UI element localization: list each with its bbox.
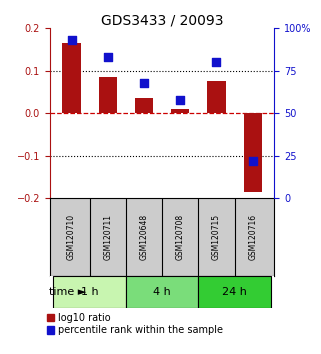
Text: GSM120715: GSM120715: [212, 214, 221, 260]
Legend: log10 ratio, percentile rank within the sample: log10 ratio, percentile rank within the …: [47, 313, 223, 335]
Bar: [126, 276, 198, 308]
Point: [214, 59, 219, 65]
Text: 1 h: 1 h: [81, 287, 99, 297]
Bar: [135, 98, 153, 113]
Point: [142, 80, 147, 86]
Text: GSM120648: GSM120648: [140, 214, 149, 260]
Bar: [63, 43, 81, 113]
Point: [69, 38, 74, 43]
Point: [105, 55, 110, 60]
Title: GDS3433 / 20093: GDS3433 / 20093: [101, 13, 223, 27]
Text: time ►: time ►: [49, 287, 86, 297]
Bar: [171, 109, 189, 113]
Bar: [207, 81, 226, 113]
Bar: [244, 113, 262, 192]
Bar: [198, 276, 271, 308]
Text: GSM120710: GSM120710: [67, 214, 76, 260]
Text: GSM120708: GSM120708: [176, 214, 185, 260]
Point: [250, 158, 255, 164]
Text: 4 h: 4 h: [153, 287, 171, 297]
Text: GSM120711: GSM120711: [103, 214, 112, 260]
Point: [178, 97, 183, 103]
Text: 24 h: 24 h: [222, 287, 247, 297]
Bar: [53, 276, 126, 308]
Text: GSM120716: GSM120716: [248, 214, 257, 260]
Bar: [99, 77, 117, 113]
